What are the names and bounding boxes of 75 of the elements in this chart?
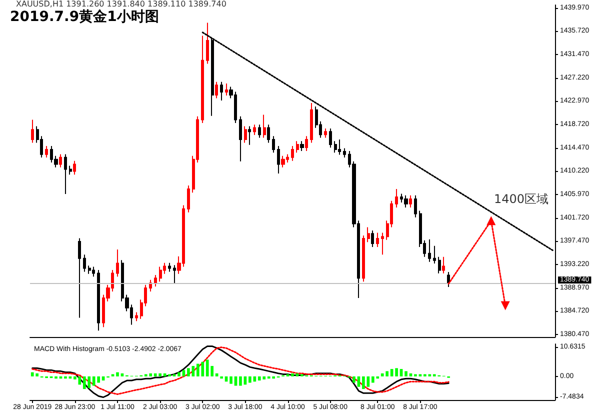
bar bbox=[116, 372, 119, 376]
candlestick bbox=[409, 194, 412, 208]
candlestick bbox=[83, 254, 86, 272]
candlestick bbox=[414, 194, 417, 218]
candlestick bbox=[135, 312, 138, 322]
chart-title: 2019.7.9黄金1小时图 bbox=[10, 9, 159, 25]
candlestick bbox=[300, 140, 304, 152]
annotation: 1400区域 bbox=[494, 192, 549, 206]
candlestick bbox=[395, 188, 398, 208]
candlestick bbox=[343, 148, 346, 158]
candlestick bbox=[206, 22, 209, 64]
bar bbox=[230, 376, 232, 384]
candlestick bbox=[329, 128, 332, 148]
candlestick bbox=[404, 194, 408, 208]
candlestick bbox=[310, 102, 313, 144]
candlestick bbox=[59, 154, 62, 168]
candlestick bbox=[45, 146, 48, 158]
candlestick bbox=[381, 232, 384, 256]
candlestick bbox=[187, 185, 190, 213]
candlestick bbox=[73, 160, 76, 176]
candlestick bbox=[362, 234, 365, 282]
candlestick bbox=[154, 274, 157, 288]
candlestick bbox=[277, 146, 280, 174]
candlestick bbox=[263, 114, 266, 138]
candlestick bbox=[442, 256, 445, 274]
candlestick bbox=[173, 264, 176, 284]
bar bbox=[352, 376, 356, 383]
candlestick bbox=[291, 146, 294, 162]
candlestick bbox=[296, 140, 299, 154]
bar bbox=[395, 368, 398, 376]
bar bbox=[362, 376, 365, 390]
candlestick bbox=[225, 82, 228, 96]
bar bbox=[54, 376, 58, 379]
bar bbox=[291, 373, 294, 376]
candlestick bbox=[201, 35, 204, 124]
bar bbox=[64, 376, 67, 379]
candlestick bbox=[215, 81, 218, 99]
candlestick bbox=[78, 238, 81, 318]
bar bbox=[239, 376, 242, 386]
bar bbox=[404, 371, 408, 376]
candlestick bbox=[267, 124, 270, 144]
candlestick bbox=[376, 232, 379, 248]
candlestick bbox=[92, 266, 95, 278]
candlestick bbox=[69, 165, 72, 176]
candlestick bbox=[438, 256, 441, 274]
candlestick bbox=[253, 124, 256, 136]
candlestick bbox=[88, 265, 91, 274]
candlestick bbox=[244, 126, 247, 144]
candlestick bbox=[239, 116, 242, 162]
candlestick bbox=[305, 136, 308, 152]
candlestick bbox=[324, 128, 327, 138]
candlestick bbox=[211, 36, 214, 116]
candlestick bbox=[433, 245, 436, 264]
candlestick bbox=[97, 270, 100, 332]
candlestick bbox=[371, 230, 374, 248]
bar bbox=[178, 372, 180, 376]
candlestick bbox=[367, 226, 370, 243]
candlestick bbox=[338, 138, 341, 156]
candlestick bbox=[64, 154, 67, 195]
bar bbox=[182, 370, 186, 376]
candlestick bbox=[220, 81, 223, 101]
candlestick bbox=[272, 136, 275, 154]
candlestick bbox=[428, 238, 431, 262]
candlestick bbox=[447, 272, 450, 288]
candlestick bbox=[116, 248, 119, 278]
bar bbox=[220, 376, 223, 379]
annotation: XAUUSD,H1 1391.260 1391.840 1389.110 1389.740 bbox=[16, 0, 226, 8]
candlestick bbox=[248, 126, 251, 146]
candlestick bbox=[159, 266, 162, 282]
candlestick bbox=[258, 124, 261, 138]
candlestick bbox=[168, 262, 171, 272]
bar bbox=[187, 368, 190, 376]
candlestick bbox=[31, 119, 34, 144]
candlestick bbox=[334, 140, 337, 154]
candlestick bbox=[281, 155, 285, 168]
